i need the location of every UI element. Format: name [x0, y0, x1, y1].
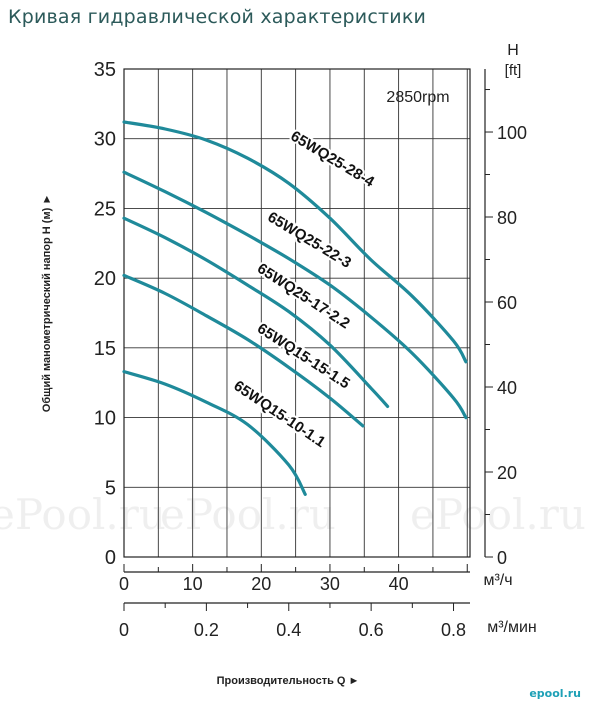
x-tick-label-m3min: 0.8 — [441, 620, 466, 640]
series-label-65WQ15-15-1.5: 65WQ15-15-1.5 — [254, 320, 353, 392]
page-title: Кривая гидравлической характеристики — [8, 6, 427, 28]
x-tick-label-m3h: 30 — [320, 574, 340, 594]
epool-logo: epool.ru — [529, 687, 581, 700]
rpm-label: 2850rpm — [386, 89, 449, 106]
x-axis-unit-m3h: м³/ч — [483, 572, 512, 589]
series-label-65WQ15-10-1.1: 65WQ15-10-1.1 — [231, 377, 329, 451]
x-axis-unit-m3min: м³/мин — [487, 619, 537, 636]
y-tick-label: 5 — [105, 477, 116, 499]
y-right-tick-label: 0 — [497, 548, 507, 568]
y-right-tick-label: 20 — [497, 463, 517, 483]
y-tick-label: 10 — [94, 408, 116, 430]
series-curve-65WQ25-22-3 — [122, 170, 468, 420]
plot-frame — [123, 68, 471, 558]
series-layer — [122, 120, 468, 496]
y-tick-label: 15 — [94, 338, 116, 360]
y-right-tick-label: 80 — [497, 208, 517, 228]
x-tick-label-m3min: 0.4 — [276, 620, 301, 640]
y-right-tick-label: 60 — [497, 293, 517, 313]
y-right-axis-title: H — [507, 42, 519, 59]
series-curve-65WQ15-15-1.5 — [122, 273, 365, 428]
series-curve-65WQ25-17-2.2 — [122, 216, 390, 408]
x-tick-label-m3h: 10 — [183, 574, 203, 594]
y-axis-label: Общий манометрический напор H (м) ► — [41, 194, 53, 412]
watermark-right: ePool.ru — [410, 490, 586, 539]
y-right-tick-label: 40 — [497, 378, 517, 398]
x-tick-label-m3h: 0 — [119, 574, 129, 594]
x-tick-label-m3min: 0 — [119, 620, 129, 640]
series-curve-65WQ25-28-4 — [122, 120, 468, 364]
y-tick-label: 30 — [94, 129, 116, 151]
watermark-left: ePool.ru — [0, 490, 166, 539]
x-tick-label-m3h: 40 — [389, 574, 409, 594]
x-tick-label-m3min: 0.6 — [359, 620, 384, 640]
watermark-center: ePool.ru — [160, 490, 336, 539]
labels-layer: 2850rpm65WQ25-28-465WQ25-22-365WQ25-17-2… — [229, 89, 450, 453]
x-tick-label-m3h: 20 — [251, 574, 271, 594]
y-tick-label: 25 — [94, 198, 116, 220]
y-right-axis-unit: [ft] — [505, 62, 522, 79]
y-tick-label: 20 — [94, 268, 116, 290]
axes-layer: 0 5 10 15 20 25 30 35 Общий манометрический напо… — [41, 42, 537, 687]
series-curve-65WQ15-10-1.1 — [122, 370, 307, 496]
y-tick-label: 0 — [105, 547, 116, 569]
y-tick-label: 35 — [94, 59, 116, 81]
x-tick-label-m3min: 0.2 — [194, 620, 219, 640]
x-axis-label: Производительность Q ► — [217, 675, 360, 687]
y-right-tick-label: 100 — [497, 123, 527, 143]
series-label-65WQ25-22-3: 65WQ25-22-3 — [265, 209, 355, 272]
